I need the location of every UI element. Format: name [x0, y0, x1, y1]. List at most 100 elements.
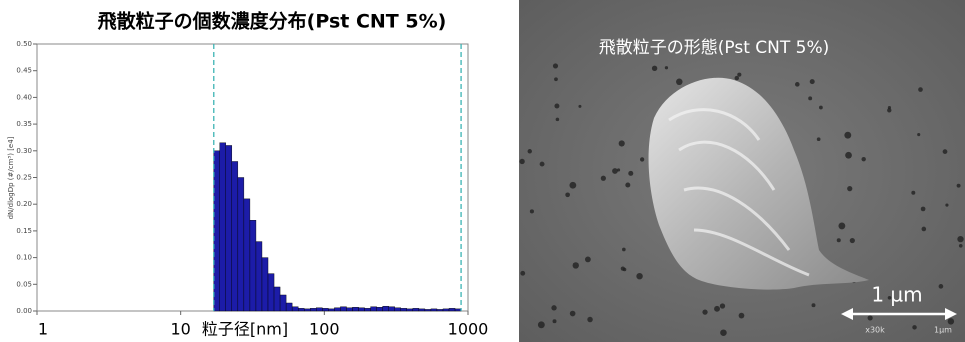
pore — [867, 315, 873, 321]
pore — [569, 181, 577, 189]
pore — [554, 77, 558, 82]
pore — [738, 312, 745, 319]
pore — [555, 117, 560, 122]
pore — [947, 318, 955, 325]
pore — [809, 79, 815, 85]
pore — [887, 108, 892, 113]
pore — [845, 151, 852, 159]
chart-title: 飛散粒子の個数濃度分布(Pst CNT 5%) — [98, 10, 447, 33]
y-tick-label: 0.20 — [16, 200, 32, 208]
bar — [436, 309, 444, 312]
bar — [340, 306, 347, 312]
bar — [400, 308, 408, 312]
y-tick-label: 0.10 — [16, 254, 32, 262]
pore — [734, 75, 740, 81]
pore — [719, 303, 726, 309]
bar — [231, 161, 239, 312]
pore — [628, 170, 634, 176]
bar — [448, 308, 456, 312]
pore — [720, 329, 727, 336]
pore — [920, 206, 926, 212]
pore — [551, 305, 557, 311]
pore — [838, 222, 846, 230]
pore — [956, 183, 961, 188]
pore — [861, 156, 866, 162]
bar — [358, 307, 365, 312]
pore — [816, 137, 821, 142]
bar — [297, 308, 305, 312]
bar — [442, 308, 450, 312]
bar — [291, 306, 299, 312]
bar — [370, 306, 377, 312]
pore — [844, 131, 852, 139]
pore — [836, 238, 841, 243]
particle — [648, 77, 869, 290]
scale-bar-label: 1 µm — [871, 283, 922, 307]
bar — [376, 307, 383, 312]
pore — [625, 182, 631, 188]
bar — [418, 308, 426, 312]
chart: 飛散粒子の個数濃度分布(Pst CNT 5%) 粒子径[nm] dN/dlogD… — [7, 9, 489, 339]
pore — [569, 310, 576, 317]
y-tick-label: 0.05 — [16, 280, 32, 288]
pore — [554, 103, 560, 109]
bar — [225, 145, 233, 312]
pore — [539, 161, 545, 167]
bar — [328, 308, 335, 312]
bar — [424, 309, 432, 312]
pore — [811, 303, 816, 308]
pore — [912, 325, 917, 330]
y-tick-label: 0.45 — [16, 67, 32, 75]
x-tick-label: 10 — [170, 320, 190, 339]
bar — [304, 308, 311, 312]
bar — [406, 308, 414, 312]
y-tick-label: 0.00 — [16, 307, 32, 315]
bar — [322, 308, 329, 312]
pore — [578, 104, 582, 108]
bar — [388, 306, 395, 312]
pore — [565, 192, 570, 198]
bar — [273, 286, 281, 312]
x-tick-label: 1 — [38, 320, 48, 339]
bar — [382, 305, 389, 312]
pore — [636, 272, 643, 280]
pore — [664, 66, 669, 70]
pore — [529, 209, 534, 214]
bar — [316, 307, 323, 312]
pore — [520, 270, 526, 276]
y-tick-label: 0.50 — [16, 40, 32, 48]
pore — [957, 235, 964, 243]
pore — [676, 78, 683, 86]
pore — [537, 321, 545, 329]
y-axis-label: dN/dlogDp (#/cm³) [e4] — [7, 136, 15, 219]
particle-texture — [668, 108, 810, 277]
pore — [938, 284, 944, 289]
bar — [454, 308, 462, 312]
bar — [261, 257, 269, 312]
bar — [364, 308, 371, 312]
pore — [918, 87, 923, 92]
y-tick-label: 0.25 — [16, 174, 32, 182]
pore — [958, 243, 963, 248]
pore — [527, 149, 532, 154]
bar — [285, 302, 293, 312]
pore — [552, 63, 559, 69]
bar — [352, 307, 359, 312]
pore — [847, 186, 853, 192]
pore — [917, 133, 921, 137]
bar — [346, 307, 353, 312]
bar — [310, 308, 317, 312]
pore — [640, 157, 645, 162]
pore — [702, 309, 708, 315]
bar — [237, 177, 245, 312]
bar — [213, 150, 220, 312]
image-title: 飛散粒子の形態(Pst CNT 5%) — [599, 38, 830, 58]
pore — [794, 82, 800, 87]
y-tick-label: 0.40 — [16, 93, 32, 101]
scale-text: 1µm — [934, 326, 952, 335]
bar — [255, 241, 263, 312]
pore — [587, 316, 593, 323]
pore — [819, 105, 823, 110]
y-tick-label: 0.15 — [16, 227, 32, 235]
pore — [612, 168, 618, 174]
